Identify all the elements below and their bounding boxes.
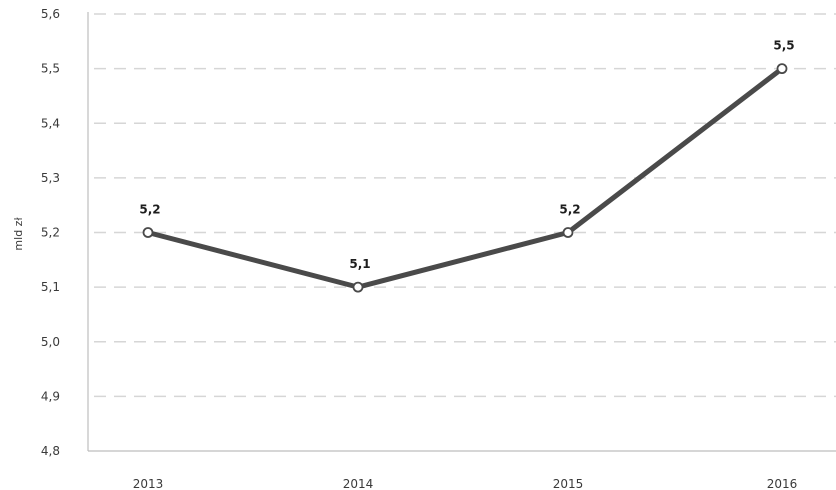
y-axis-title: mld zł [12, 217, 25, 251]
data-label: 5,2 [559, 203, 580, 217]
series-line [145, 66, 785, 290]
x-tick-labels: 2013 2014 2015 2016 [133, 477, 798, 490]
data-point [562, 227, 574, 238]
axes [87, 12, 836, 452]
data-point [352, 281, 364, 293]
y-tick-label: 5,1 [41, 280, 60, 294]
data-point [776, 63, 788, 75]
grid-lines [94, 13, 836, 398]
data-labels: 5,2 5,1 5,2 5,5 [139, 39, 794, 272]
x-tick-label: 2015 [553, 477, 584, 490]
y-tick-label: 5,5 [41, 62, 60, 76]
y-tick-label: 5,4 [41, 116, 60, 130]
y-tick-label: 4,9 [41, 389, 60, 403]
y-tick-label: 5,6 [41, 7, 60, 21]
data-point [142, 227, 154, 238]
y-tick-labels: 4,8 4,9 5,0 5,1 5,2 5,3 5,4 5,5 5,6 [41, 7, 60, 458]
y-tick-label: 5,0 [41, 335, 60, 349]
y-tick-label: 5,3 [41, 171, 60, 185]
x-tick-label: 2013 [133, 477, 164, 490]
y-tick-label: 5,2 [41, 226, 60, 240]
data-label: 5,1 [349, 257, 370, 271]
x-tick-label: 2014 [343, 477, 374, 490]
x-tick-label: 2016 [767, 477, 798, 490]
series [142, 63, 788, 293]
y-tick-label: 4,8 [41, 444, 60, 458]
data-label: 5,5 [773, 39, 794, 53]
data-label: 5,2 [139, 203, 160, 217]
